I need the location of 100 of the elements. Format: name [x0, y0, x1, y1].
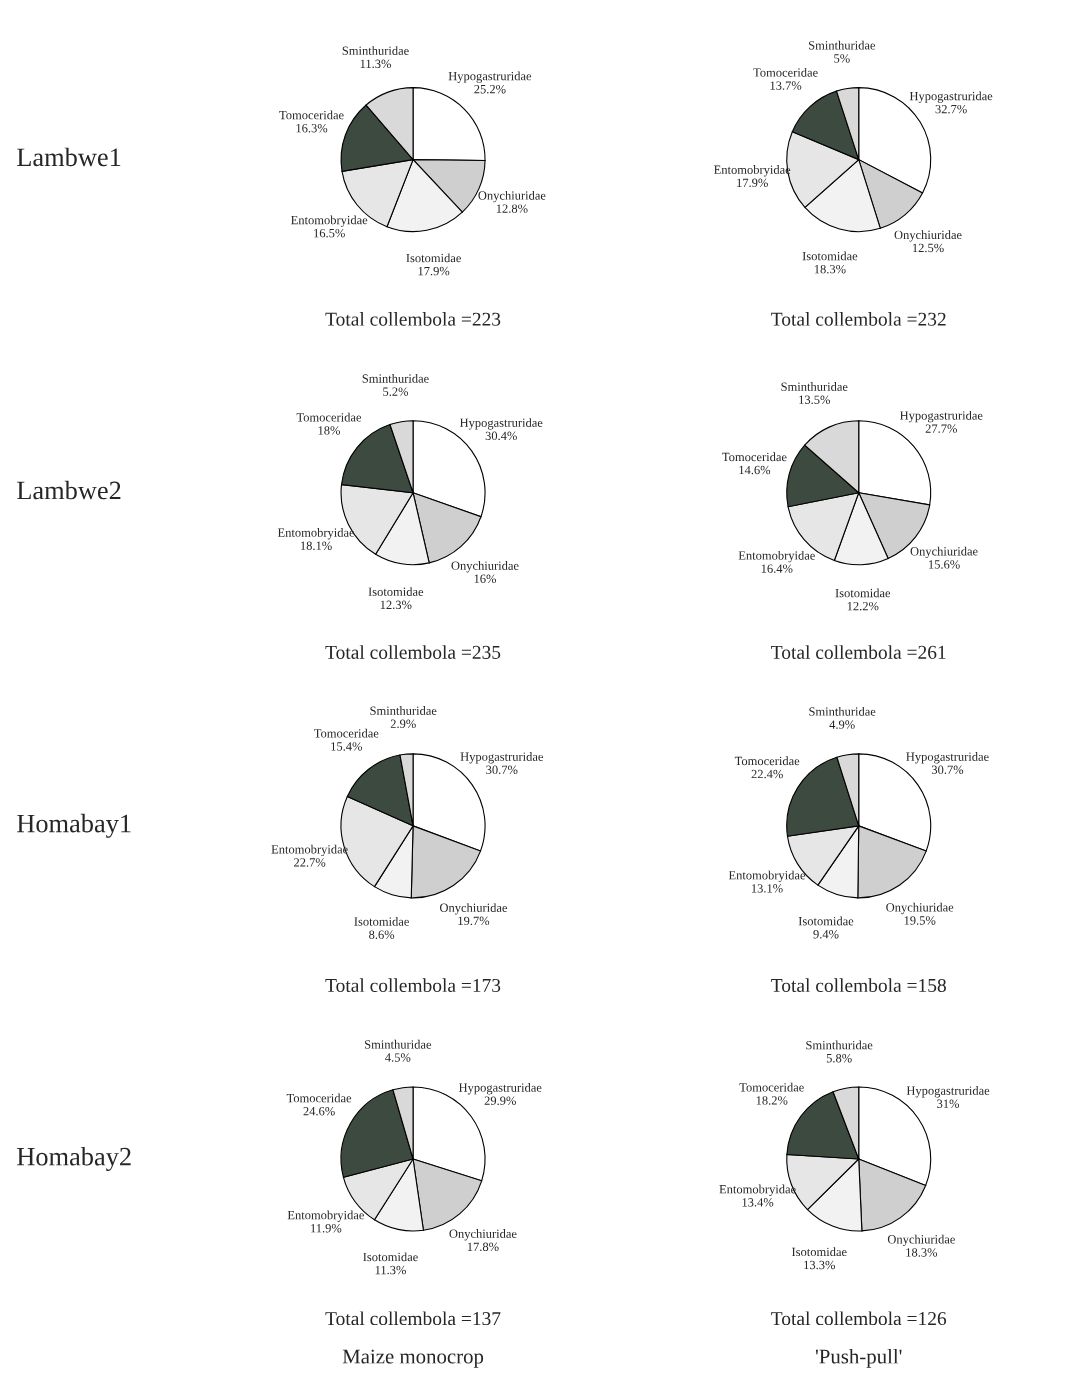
slice-label: Onychiuridae — [887, 1234, 955, 1247]
slice-label: Isotomidae — [363, 1252, 418, 1262]
data-label: 22.4% — [751, 769, 783, 779]
slice-label: Sminthuridae — [781, 382, 848, 391]
data-label: 18.1% — [301, 541, 332, 550]
slice-label: Onychiuridae — [439, 903, 508, 915]
slice-label: Isotomidae — [354, 916, 409, 926]
slice-label: Entomobryidae — [287, 1210, 364, 1222]
data-label: 2.9% — [390, 719, 416, 729]
data-label: 30.4% — [485, 431, 517, 441]
data-label: 30.7% — [931, 765, 964, 775]
data-label: 12.3% — [380, 600, 412, 610]
data-label: 4.9% — [829, 720, 855, 729]
slice-label: Isotomidae — [802, 251, 858, 261]
slice-label: Entomobryidae — [277, 528, 355, 540]
slice-label: Hypogastruridae — [448, 71, 532, 83]
slice-label: Entomobryidae — [728, 870, 806, 883]
data-label: 16% — [474, 574, 497, 584]
slice-label: Isotomidae — [835, 588, 891, 598]
slice-label: Tomoceridae — [286, 1093, 352, 1103]
data-label: 12.2% — [847, 601, 879, 611]
text: Maize monocrop — [342, 1349, 484, 1368]
data-label: 18.3% — [906, 1248, 938, 1257]
slice-label: Sminthuridae — [809, 40, 876, 50]
text: Total collembola =137 — [325, 1311, 501, 1326]
slice-label: Hypogastruridae — [459, 418, 543, 430]
slice-label: Sminthuridae — [362, 373, 429, 383]
slice-label: Hypogastruridae — [909, 91, 993, 103]
data-label: 18.3% — [814, 264, 846, 274]
text: Total collembola =261 — [771, 645, 946, 659]
text: 'Push-pull' — [815, 1348, 902, 1368]
data-label: 24.6% — [303, 1106, 335, 1116]
data-label: 13.4% — [742, 1198, 774, 1207]
slice-label: Hypogastruridae — [458, 1083, 542, 1095]
data-label: 14.6% — [739, 465, 771, 475]
data-label: 29.9% — [484, 1096, 516, 1105]
text: Homabay2 — [17, 1146, 131, 1171]
data-label: 17.9% — [418, 266, 450, 276]
slice-label: Tomoceridae — [296, 412, 362, 422]
slice-label: Hypogastruridae — [900, 410, 983, 423]
slice-label: Onychiuridae — [478, 190, 546, 203]
text: Total collembola =232 — [771, 312, 946, 326]
data-label: 16.4% — [761, 564, 793, 573]
data-label: 5.2% — [383, 387, 409, 396]
data-label: 27.7% — [925, 424, 958, 433]
slice-label: Onychiuridae — [886, 902, 954, 915]
slice-label: Hypogastruridae — [906, 1086, 990, 1098]
data-label: 13.3% — [804, 1260, 836, 1270]
data-label: 13.1% — [751, 884, 783, 893]
data-label: 16.5% — [314, 228, 345, 238]
data-label: 18.2% — [756, 1096, 788, 1105]
slice-label: Hypogastruridae — [906, 752, 989, 764]
data-label: 13.7% — [770, 81, 802, 90]
text: Total collembola =158 — [771, 978, 946, 992]
data-label: 30.7% — [486, 765, 518, 775]
text: Lambwe2 — [17, 480, 121, 500]
slice-label: Sminthuridae — [365, 1039, 432, 1049]
text: Total collembola =173 — [325, 978, 501, 992]
data-label: 11.3% — [375, 1265, 406, 1275]
slice-label: Onychiuridae — [449, 1229, 517, 1241]
slice-label: Entomobryidae — [738, 550, 815, 563]
slice-label: Tomoceridae — [739, 1082, 804, 1092]
data-label: 25.2% — [474, 84, 506, 94]
data-label: 15.6% — [929, 560, 960, 569]
data-label: 19.5% — [904, 916, 936, 925]
text: Homabay1 — [17, 813, 131, 838]
slice-label: Onychiuridae — [894, 230, 962, 242]
slice-label: Isotomidae — [791, 1247, 847, 1257]
data-label: 12.5% — [912, 243, 944, 253]
slice-label: Isotomidae — [406, 253, 461, 263]
data-label: 11.9% — [311, 1223, 342, 1233]
slice-label: Hypogastruridae — [460, 752, 544, 764]
slice-label: Sminthuridae — [809, 706, 876, 716]
slice-label: Tomoceridae — [279, 110, 344, 120]
slice-label: Isotomidae — [798, 916, 854, 926]
data-label: 17.9% — [737, 178, 768, 188]
text: Total collembola =223 — [325, 312, 501, 326]
data-label: 32.7% — [935, 104, 967, 114]
data-label: 31% — [937, 1099, 960, 1108]
text: Lambwe1 — [17, 147, 121, 167]
data-label: 19.7% — [458, 916, 490, 926]
data-label: 9.4% — [813, 930, 839, 939]
slice-label: Onychiuridae — [451, 561, 519, 573]
slice-label: Tomoceridae — [722, 452, 787, 462]
slice-label: Tomoceridae — [753, 67, 818, 77]
data-label: 12.8% — [496, 204, 528, 213]
slice-label: Sminthuridae — [806, 1040, 873, 1050]
data-label: 16.3% — [296, 123, 328, 133]
data-label: 5.8% — [826, 1054, 852, 1063]
data-label: 11.3% — [360, 59, 391, 69]
text: Total collembola =235 — [325, 645, 501, 659]
data-label: 15.4% — [331, 742, 363, 751]
data-label: 18% — [318, 426, 341, 435]
slice-label: Sminthuridae — [342, 46, 409, 55]
slice-label: Sminthuridae — [370, 706, 437, 715]
data-label: 8.6% — [369, 930, 395, 939]
data-label: 22.7% — [294, 858, 326, 867]
slice-label: Tomoceridae — [734, 756, 800, 766]
slice-label: Entomobryidae — [291, 215, 368, 227]
data-label: 13.5% — [799, 395, 830, 405]
